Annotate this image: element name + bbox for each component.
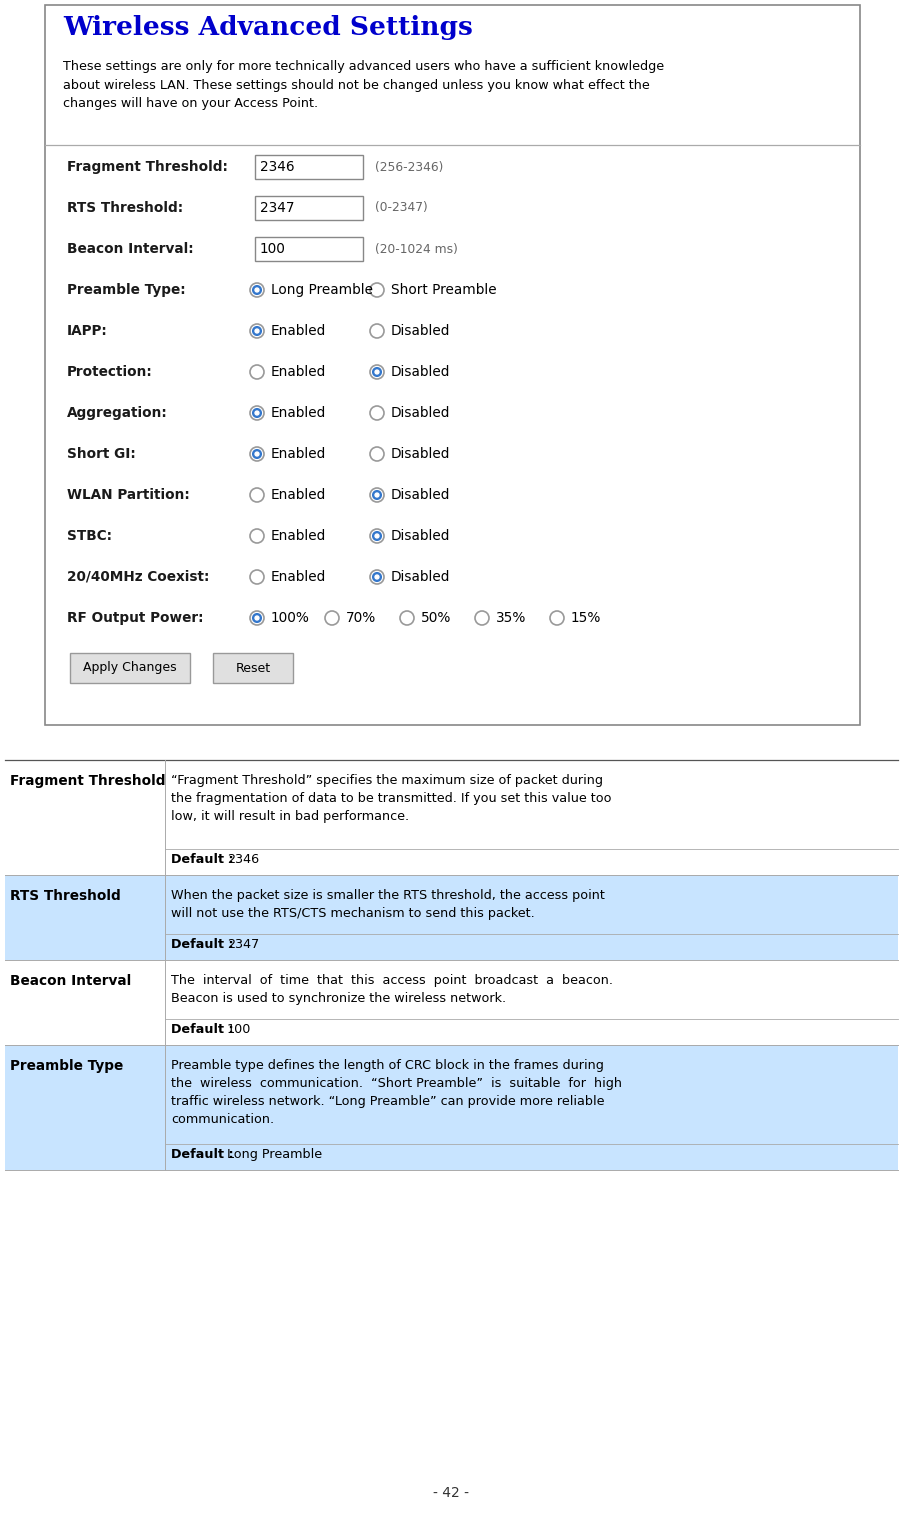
- Text: Preamble type defines the length of CRC block in the frames during: Preamble type defines the length of CRC …: [170, 1059, 603, 1071]
- Circle shape: [373, 572, 381, 581]
- Text: Short GI:: Short GI:: [67, 447, 135, 461]
- Text: 35%: 35%: [495, 610, 526, 626]
- Text: Fragment Threshold:: Fragment Threshold:: [67, 160, 227, 174]
- Circle shape: [254, 452, 259, 457]
- Text: 70%: 70%: [345, 610, 376, 626]
- Bar: [5, 875, 897, 960]
- Text: Default :: Default :: [170, 938, 234, 951]
- Text: Preamble Type: Preamble Type: [10, 1059, 123, 1073]
- Text: (256-2346): (256-2346): [374, 160, 443, 174]
- Text: 100: 100: [260, 242, 286, 256]
- Text: 2347: 2347: [226, 938, 259, 951]
- Text: IAPP:: IAPP:: [67, 324, 107, 338]
- Text: low, it will result in bad performance.: low, it will result in bad performance.: [170, 810, 409, 823]
- Text: the fragmentation of data to be transmitted. If you set this value too: the fragmentation of data to be transmit…: [170, 791, 611, 805]
- Text: (20-1024 ms): (20-1024 ms): [374, 242, 457, 256]
- Text: Wireless Advanced Settings: Wireless Advanced Settings: [63, 15, 473, 40]
- Circle shape: [253, 409, 261, 417]
- Text: Long Preamble: Long Preamble: [226, 1148, 322, 1161]
- Text: Fragment Threshold: Fragment Threshold: [10, 775, 165, 788]
- Text: Default :: Default :: [170, 852, 234, 866]
- Bar: [254, 237, 363, 260]
- Text: Disabled: Disabled: [391, 365, 450, 379]
- Text: Enabled: Enabled: [271, 530, 326, 543]
- Text: 2346: 2346: [260, 160, 294, 174]
- Text: Enabled: Enabled: [271, 571, 326, 584]
- Text: Disabled: Disabled: [391, 489, 450, 502]
- Text: 100%: 100%: [271, 610, 309, 626]
- Circle shape: [374, 370, 379, 374]
- Text: Beacon is used to synchronize the wireless network.: Beacon is used to synchronize the wirele…: [170, 992, 505, 1005]
- Text: The  interval  of  time  that  this  access  point  broadcast  a  beacon.: The interval of time that this access po…: [170, 974, 612, 986]
- Text: STBC:: STBC:: [67, 530, 112, 543]
- Text: Disabled: Disabled: [391, 530, 450, 543]
- Circle shape: [253, 613, 261, 622]
- Bar: [254, 196, 363, 221]
- Text: Disabled: Disabled: [391, 447, 450, 461]
- Circle shape: [374, 575, 379, 578]
- Text: Enabled: Enabled: [271, 365, 326, 379]
- Text: These settings are only for more technically advanced users who have a sufficien: These settings are only for more technic…: [63, 59, 663, 110]
- Text: Reset: Reset: [235, 662, 271, 674]
- Circle shape: [253, 327, 261, 335]
- Circle shape: [373, 531, 381, 540]
- Text: Disabled: Disabled: [391, 324, 450, 338]
- Text: Protection:: Protection:: [67, 365, 152, 379]
- Text: Short Preamble: Short Preamble: [391, 283, 496, 297]
- Text: When the packet size is smaller the RTS threshold, the access point: When the packet size is smaller the RTS …: [170, 889, 604, 903]
- Text: will not use the RTS/CTS mechanism to send this packet.: will not use the RTS/CTS mechanism to se…: [170, 907, 534, 919]
- Text: Beacon Interval: Beacon Interval: [10, 974, 131, 988]
- Text: Preamble Type:: Preamble Type:: [67, 283, 186, 297]
- Text: 2346: 2346: [226, 852, 259, 866]
- Text: RF Output Power:: RF Output Power:: [67, 610, 203, 626]
- Bar: [45, 5, 859, 724]
- Text: 15%: 15%: [570, 610, 601, 626]
- Bar: [5, 960, 897, 1046]
- Bar: [254, 155, 363, 180]
- Text: RTS Threshold:: RTS Threshold:: [67, 201, 183, 215]
- Text: 2347: 2347: [260, 201, 294, 215]
- Text: Default :: Default :: [170, 1148, 234, 1161]
- Text: Enabled: Enabled: [271, 324, 326, 338]
- Bar: [5, 759, 897, 875]
- Text: traffic wireless network. “Long Preamble” can provide more reliable: traffic wireless network. “Long Preamble…: [170, 1094, 603, 1108]
- Text: 20/40MHz Coexist:: 20/40MHz Coexist:: [67, 571, 209, 584]
- Circle shape: [254, 616, 259, 619]
- Circle shape: [254, 329, 259, 333]
- Text: (0-2347): (0-2347): [374, 201, 428, 215]
- Text: Aggregation:: Aggregation:: [67, 406, 168, 420]
- Bar: [70, 653, 189, 683]
- Circle shape: [253, 286, 261, 294]
- Text: communication.: communication.: [170, 1113, 274, 1126]
- Circle shape: [254, 288, 259, 292]
- Text: the  wireless  communication.  “Short Preamble”  is  suitable  for  high: the wireless communication. “Short Pream…: [170, 1078, 621, 1090]
- Text: - 42 -: - 42 -: [433, 1485, 468, 1501]
- Text: RTS Threshold: RTS Threshold: [10, 889, 121, 903]
- Text: Long Preamble: Long Preamble: [271, 283, 373, 297]
- Text: “Fragment Threshold” specifies the maximum size of packet during: “Fragment Threshold” specifies the maxim…: [170, 775, 603, 787]
- Text: Default :: Default :: [170, 1023, 234, 1036]
- Circle shape: [373, 490, 381, 499]
- Circle shape: [254, 411, 259, 416]
- Text: Enabled: Enabled: [271, 489, 326, 502]
- Circle shape: [373, 368, 381, 376]
- Circle shape: [374, 493, 379, 498]
- Text: Apply Changes: Apply Changes: [83, 662, 177, 674]
- Text: Enabled: Enabled: [271, 447, 326, 461]
- Bar: [213, 653, 292, 683]
- Circle shape: [253, 449, 261, 458]
- Text: Enabled: Enabled: [271, 406, 326, 420]
- Text: 100: 100: [226, 1023, 251, 1036]
- Text: 50%: 50%: [420, 610, 451, 626]
- Text: Beacon Interval:: Beacon Interval:: [67, 242, 193, 256]
- Text: Disabled: Disabled: [391, 406, 450, 420]
- Text: WLAN Partition:: WLAN Partition:: [67, 489, 189, 502]
- Text: Disabled: Disabled: [391, 571, 450, 584]
- Bar: [5, 1046, 897, 1170]
- Circle shape: [374, 534, 379, 537]
